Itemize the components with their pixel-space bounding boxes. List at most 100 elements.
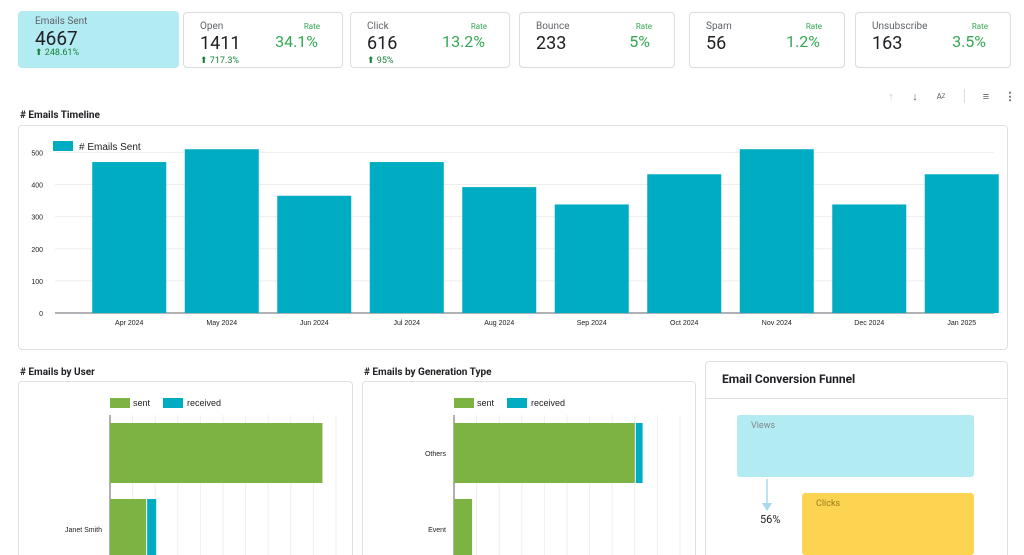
by-type-chart: sent received Others Event — [425, 398, 681, 555]
funnel-stage-label: Clicks — [816, 499, 841, 509]
legend-swatch-sent — [454, 398, 474, 408]
funnel-arrow-icon — [762, 479, 772, 511]
bar — [369, 162, 444, 313]
bar — [739, 149, 814, 313]
bar — [277, 195, 352, 313]
kpi-value: 1411 — [200, 33, 241, 54]
kpi-rate-value: 34.1% — [275, 32, 318, 51]
funnel-title: Email Conversion Funnel — [722, 372, 856, 386]
kpi-value: 56 — [706, 33, 727, 54]
x-tick-label: Nov 2024 — [762, 320, 792, 327]
bar-received — [635, 423, 643, 483]
y-tick-label: 200 — [31, 247, 43, 254]
x-tick-label: Oct 2024 — [670, 320, 699, 327]
bar — [92, 162, 167, 313]
bar-received — [147, 499, 157, 555]
kpi-value: 233 — [536, 33, 567, 54]
kpi-label: Spam — [706, 21, 732, 32]
kpi-label: Click — [367, 21, 389, 32]
kpi-delta: ⬆ 95% — [367, 56, 394, 66]
timeline-chart: # Emails Sent 0 100 200 300 400 500 Apr 2024 May… — [31, 141, 999, 327]
more-vert-icon[interactable]: ⋮ — [1004, 89, 1016, 103]
funnel-stage-clicks[interactable]: Clicks — [802, 493, 974, 555]
bar-sent — [454, 499, 473, 555]
kpi-card-spam[interactable]: Spam 56 Rate 1.2% — [689, 12, 845, 68]
category-label: Janet Smith — [65, 527, 102, 534]
x-tick-label: Apr 2024 — [115, 320, 144, 327]
x-tick-label: May 2024 — [206, 320, 237, 327]
kpi-delta: ⬆ 717.3% — [200, 56, 239, 66]
bar — [832, 204, 907, 313]
legend-label: received — [531, 398, 565, 408]
kpi-rate-label: Rate — [303, 22, 320, 31]
kpi-rate-value: 1.2% — [786, 32, 820, 51]
y-tick-label: 500 — [31, 150, 43, 157]
kpi-card-click[interactable]: Click 616 ⬆ 95% Rate 13.2% — [350, 12, 510, 68]
kpi-rate-label: Rate — [971, 22, 988, 31]
by-user-title: # Emails by User — [20, 367, 95, 378]
x-tick-label: Jul 2024 — [394, 320, 421, 327]
legend-swatch-received — [163, 398, 183, 408]
kpi-rate-label: Rate — [470, 22, 487, 31]
kpi-rate-value: 13.2% — [442, 32, 485, 51]
bar — [554, 204, 629, 313]
funnel-stage-views[interactable]: Views — [737, 415, 974, 477]
funnel-conversion-rate: 56% — [760, 513, 781, 526]
y-tick-label: 0 — [39, 311, 43, 318]
by-type-panel: sent received Others Event — [362, 381, 696, 555]
sort-descending-icon[interactable]: ↓ — [912, 89, 918, 103]
kpi-value: 163 — [872, 33, 903, 54]
bar — [924, 174, 999, 313]
y-tick-label: 400 — [31, 183, 43, 190]
by-type-title: # Emails by Generation Type — [364, 367, 492, 378]
x-tick-label: Jan 2025 — [947, 320, 976, 327]
kpi-rate-value: 3.5% — [952, 32, 986, 51]
kpi-rate-label: Rate — [805, 22, 822, 31]
kpi-card-bounce[interactable]: Bounce 233 Rate 5% — [519, 12, 675, 68]
x-tick-label: Dec 2024 — [854, 320, 884, 327]
kpi-rate-value: 5% — [629, 32, 650, 51]
timeline-panel: # Emails Sent 0 100 200 300 400 500 Apr 2024 May… — [18, 125, 1008, 350]
by-user-panel: sent received Janet Smith — [18, 381, 353, 555]
bar — [184, 149, 259, 313]
kpi-delta: ⬆ 248.61% — [35, 48, 80, 58]
bar — [647, 174, 722, 313]
kpi-value: 4667 — [35, 27, 78, 50]
legend-swatch — [53, 141, 73, 151]
timeline-title: # Emails Timeline — [20, 110, 100, 121]
category-label: Others — [425, 451, 447, 458]
bar — [462, 187, 537, 313]
sort-ascending-icon[interactable]: ↑ — [888, 89, 894, 103]
kpi-label: Open — [200, 21, 224, 32]
bar-sent — [454, 423, 635, 483]
kpi-card-open[interactable]: Open 1411 ⬆ 717.3% Rate 34.1% — [183, 12, 343, 68]
kpi-label: Unsubscribe — [872, 21, 928, 32]
legend-swatch-received — [507, 398, 527, 408]
category-label: Event — [428, 527, 446, 534]
funnel-panel: Email Conversion Funnel Views 56% Clicks — [705, 361, 1008, 555]
kpi-card-unsubscribe[interactable]: Unsubscribe 163 Rate 3.5% — [855, 12, 1011, 68]
by-user-chart: sent received Janet Smith — [65, 398, 337, 555]
x-tick-label: Jun 2024 — [300, 320, 329, 327]
kpi-label: Emails Sent — [35, 16, 88, 27]
funnel-divider — [706, 398, 1007, 399]
y-tick-label: 300 — [31, 215, 43, 222]
legend-label: sent — [133, 398, 151, 408]
legend-label: received — [187, 398, 221, 408]
bar-sent — [110, 423, 323, 483]
filter-icon[interactable]: ≡ — [982, 89, 990, 103]
legend-swatch-sent — [110, 398, 130, 408]
kpi-rate-label: Rate — [635, 22, 652, 31]
x-tick-label: Sep 2024 — [577, 320, 607, 327]
toolbar-divider — [964, 89, 965, 103]
kpi-label: Bounce — [536, 21, 570, 32]
x-tick-label: Aug 2024 — [484, 320, 514, 327]
bar-sent — [110, 499, 147, 555]
kpi-card-emails-sent[interactable]: Emails Sent 4667 ⬆ 248.61% — [18, 11, 179, 68]
kpi-value: 616 — [367, 33, 398, 54]
legend-label: sent — [477, 398, 495, 408]
funnel-stage-label: Views — [751, 421, 776, 431]
legend-label: # Emails Sent — [79, 142, 141, 153]
